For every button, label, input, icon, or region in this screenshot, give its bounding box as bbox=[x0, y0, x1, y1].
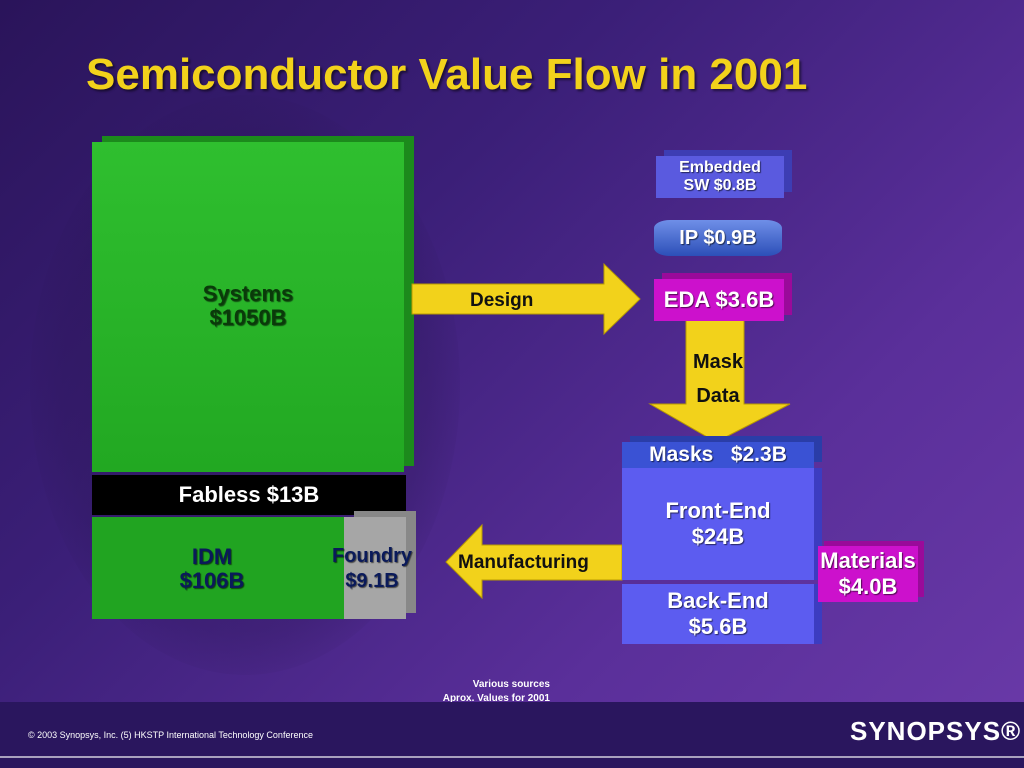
materials-box: Materials $4.0B bbox=[818, 546, 918, 602]
systems-block: Systems $1050B bbox=[92, 142, 404, 472]
design-arrow bbox=[411, 262, 641, 336]
embedded-sw-line2: SW $0.8B bbox=[683, 177, 757, 194]
sources-line2: Aprox. Values for 2001 bbox=[442, 692, 550, 704]
systems-label: Systems $1050B bbox=[92, 281, 404, 331]
footer-divider bbox=[0, 756, 1024, 758]
mask-data-arrow bbox=[648, 319, 791, 443]
materials-value: $4.0B bbox=[838, 574, 898, 599]
systems-name: Systems bbox=[202, 281, 294, 306]
idm-label: IDM $106B bbox=[152, 544, 272, 594]
eda-box: EDA $3.6B bbox=[654, 279, 784, 321]
foundry-name: Foundry bbox=[332, 545, 412, 567]
synopsys-logo: SYNOPSYS® bbox=[850, 716, 1022, 746]
back-end-name: Back-End bbox=[667, 588, 769, 613]
front-end-name: Front-End bbox=[665, 498, 771, 523]
copyright-text: © 2003 Synopsys, Inc. (5) HKSTP Internat… bbox=[28, 730, 313, 740]
page-title: Semiconductor Value Flow in 2001 bbox=[86, 50, 808, 99]
front-end-box: Front-End $24B bbox=[622, 468, 814, 580]
back-end-value: $5.6B bbox=[688, 614, 748, 639]
idm-value: $106B bbox=[179, 568, 245, 594]
fabless-bar: Fabless $13B bbox=[92, 475, 406, 515]
sources-note: Various sources Aprox. Values for 2001 bbox=[420, 678, 550, 705]
sources-line1: Various sources bbox=[472, 679, 550, 690]
masks-box: Masks $2.3B bbox=[622, 442, 814, 468]
systems-value: $1050B bbox=[209, 305, 287, 331]
idm-block: IDM $106B bbox=[92, 517, 344, 619]
front-end-value: $24B bbox=[691, 524, 745, 549]
manufacturing-arrow bbox=[445, 523, 623, 600]
idm-name: IDM bbox=[191, 544, 233, 569]
design-arrow-label: Design bbox=[470, 290, 534, 311]
manufacturing-arrow-label: Manufacturing bbox=[458, 552, 589, 573]
materials-name: Materials bbox=[820, 548, 916, 573]
embedded-sw-line1: Embedded bbox=[679, 159, 761, 176]
back-end-box: Back-End $5.6B bbox=[622, 584, 814, 644]
ip-cylinder: IP $0.9B bbox=[654, 220, 782, 256]
foundry-value: $9.1B bbox=[345, 570, 399, 592]
foundry-block bbox=[344, 517, 406, 619]
mask-data-line1: Mask bbox=[692, 351, 744, 373]
foundry-label: Foundry $9.1B bbox=[322, 545, 422, 592]
mask-data-line2: Data bbox=[696, 385, 740, 407]
embedded-sw-box: Embedded SW $0.8B bbox=[656, 156, 784, 198]
mask-data-label: Mask Data bbox=[690, 345, 746, 413]
